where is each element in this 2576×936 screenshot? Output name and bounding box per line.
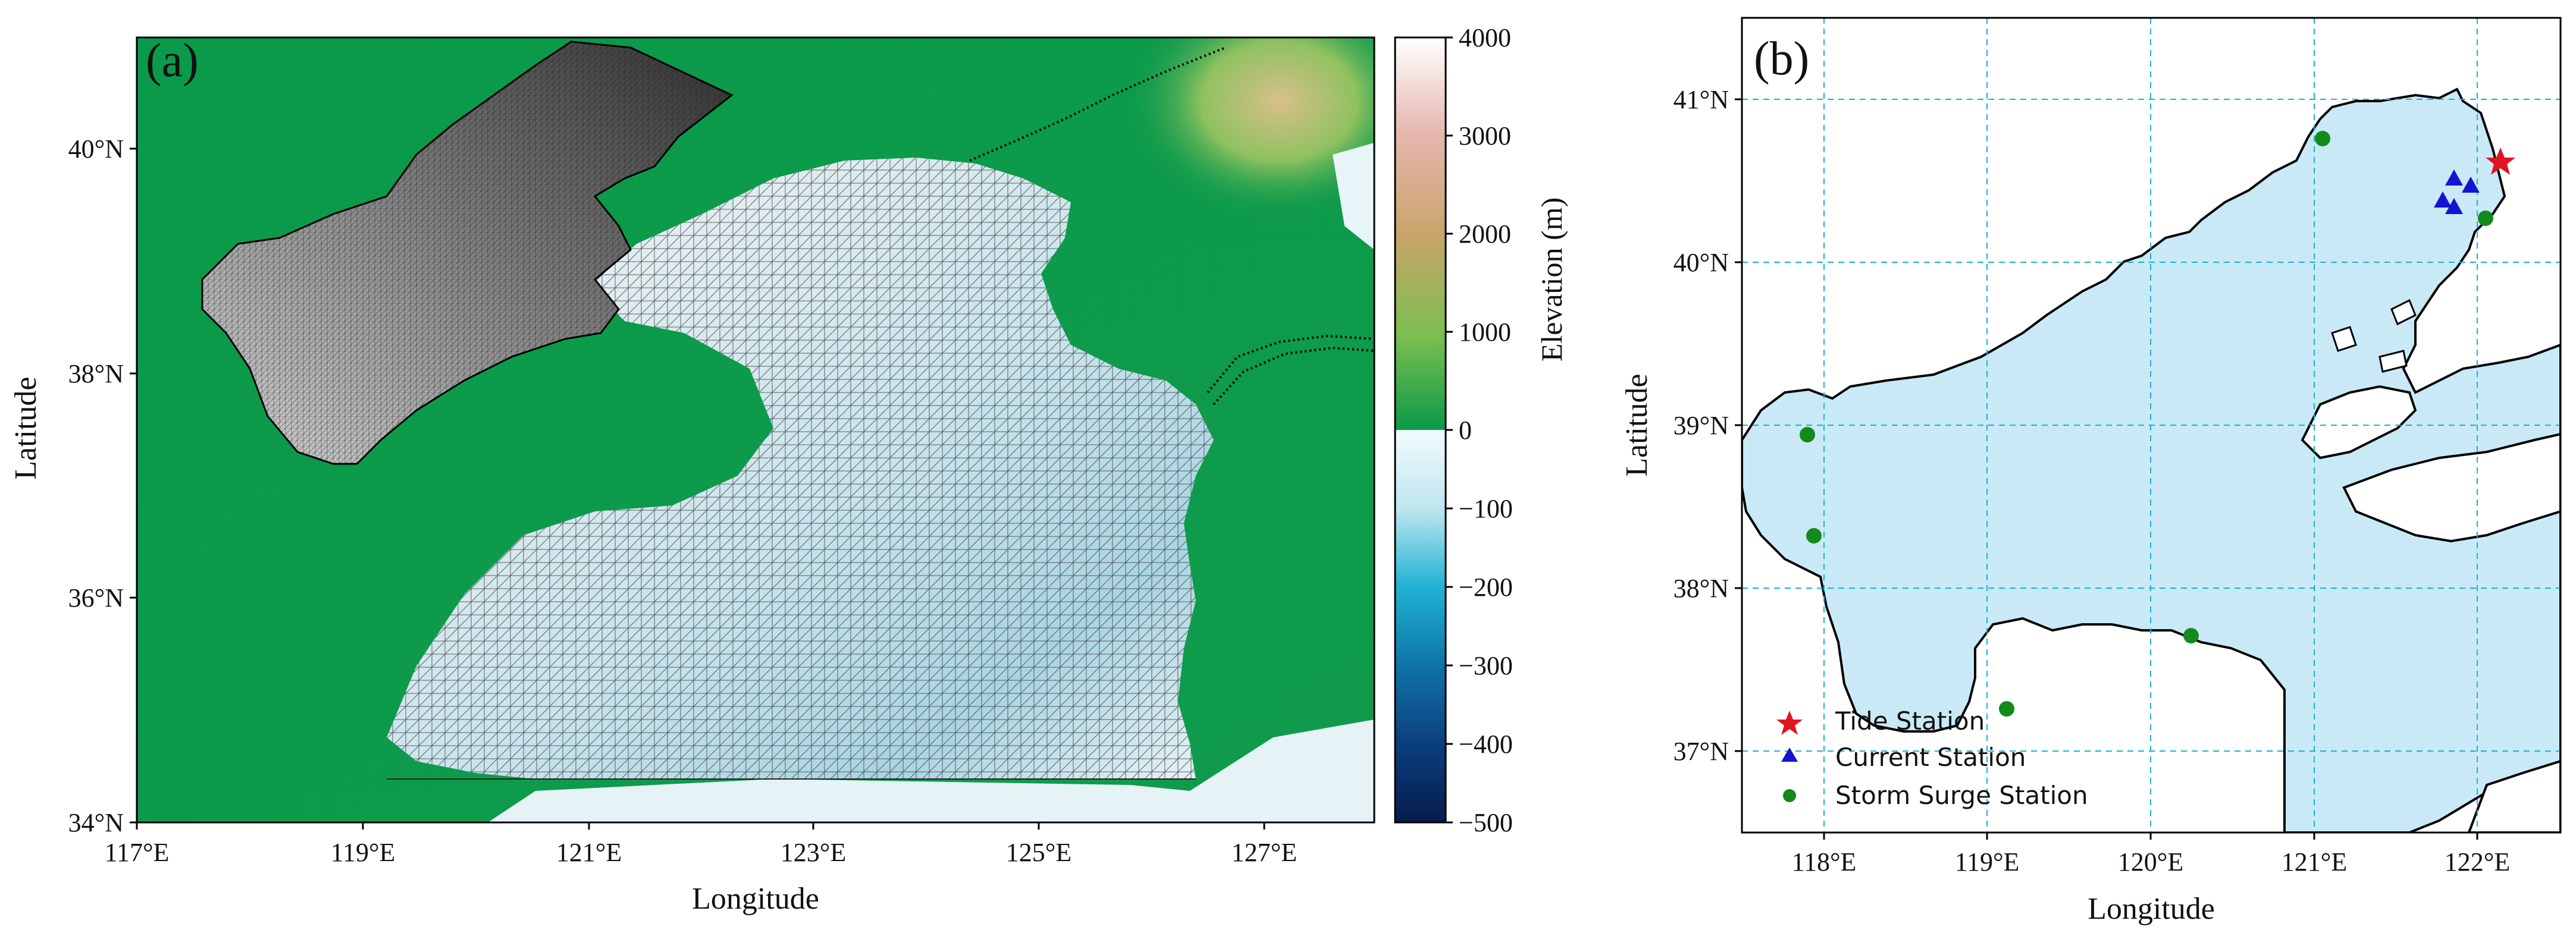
- colorbar-tick-label: −500: [1459, 808, 1513, 837]
- y-tick-label: 38°N: [68, 359, 124, 388]
- x-tick-label: 119°E: [331, 838, 396, 867]
- storm-surge-station-marker[interactable]: [2183, 628, 2199, 643]
- x-tick-label: 121°E: [556, 838, 622, 867]
- y-tick-label: 39°N: [1674, 411, 1729, 440]
- colorbar-tick-label: 2000: [1459, 219, 1511, 249]
- panel-a-frame: [136, 36, 1375, 824]
- y-tick-label: 36°N: [68, 583, 124, 613]
- current-station-marker[interactable]: [2445, 198, 2463, 214]
- x-tick-label: 117°E: [105, 838, 170, 867]
- x-tick-label: 118°E: [1792, 847, 1857, 877]
- panel-b-x-axis: 118°E 119°E 120°E 121°E 122°E Longitude: [1792, 833, 2510, 926]
- storm-surge-station-marker[interactable]: [2315, 131, 2330, 146]
- panel-a-label: (a): [146, 34, 199, 87]
- current-station-marker[interactable]: [2434, 191, 2452, 208]
- storm-surge-station-marker[interactable]: [1800, 427, 1815, 442]
- colorbar-tick-label: −300: [1459, 651, 1513, 680]
- storm-surge-station-marker[interactable]: [1806, 528, 1822, 544]
- panel-a-y-axis: 34°N 36°N 38°N 40°N Latitude: [9, 134, 137, 837]
- island-land: [2467, 759, 2561, 833]
- x-tick-label: 127°E: [1231, 838, 1297, 867]
- panel-a: (a) 117°E 119°E 121°E 123°E 125°E 127°E …: [9, 23, 1568, 916]
- bohai-coastline: [201, 40, 734, 465]
- panel-b-legend: Tide Station Current Station Storm Surge…: [1776, 706, 2088, 810]
- y-tick-label: 34°N: [68, 808, 124, 837]
- x-tick-label: 120°E: [2118, 847, 2183, 877]
- panel-a-map: [137, 37, 1374, 822]
- bohai-sea-mesh-lines: [202, 42, 732, 464]
- storm-surge-stations: [1800, 131, 2493, 717]
- x-axis-label: Longitude: [2088, 892, 2215, 926]
- panel-a-x-axis: 117°E 119°E 121°E 123°E 125°E 127°E Long…: [105, 822, 1297, 916]
- tide-stations: [2486, 147, 2515, 175]
- x-axis-label: Longitude: [692, 882, 819, 916]
- colorbar-gradient: [1394, 36, 1447, 824]
- colorbar-tick-label: 3000: [1459, 121, 1511, 150]
- island-land: [2331, 326, 2357, 352]
- y-tick-label: 40°N: [1674, 248, 1729, 277]
- island-land: [2390, 299, 2417, 326]
- x-tick-label: 121°E: [2282, 847, 2347, 877]
- panel-b-map: [1742, 18, 2561, 833]
- legend-tide-label: Tide Station: [1835, 706, 1985, 736]
- legend-current-marker: [1781, 747, 1798, 762]
- elevation-colorbar: 4000 3000 2000 1000 0 −100 −200 −300 −40…: [1394, 23, 1568, 837]
- y-tick-label: 38°N: [1674, 574, 1729, 603]
- dotted-boundary-east-1: [1206, 334, 1374, 394]
- panel-b-label: (b): [1754, 33, 1809, 85]
- storm-surge-station-marker[interactable]: [1999, 701, 2014, 717]
- legend-tide-marker: [1776, 711, 1803, 735]
- colorbar-tick-label: 4000: [1459, 23, 1511, 52]
- panel-b-grid: [1742, 18, 2561, 833]
- tide-station-marker[interactable]: [2486, 147, 2515, 175]
- legend-current-label: Current Station: [1835, 743, 2026, 772]
- yellow-sea-mesh-lines: [387, 158, 1214, 779]
- mountain-relief: [1124, 37, 1374, 220]
- colorbar-label: Elevation (m): [1535, 197, 1568, 362]
- x-tick-label: 123°E: [781, 838, 846, 867]
- current-station-marker[interactable]: [2445, 169, 2463, 186]
- x-tick-label: 125°E: [1006, 838, 1071, 867]
- panel-b-y-axis: 37°N 38°N 39°N 40°N 41°N Latitude: [1620, 85, 1742, 766]
- island-land: [2342, 432, 2561, 543]
- legend-storm-surge-marker: [1783, 789, 1796, 802]
- y-axis-label: Latitude: [9, 376, 43, 479]
- colorbar-tick-label: −400: [1459, 730, 1513, 759]
- open-sea-northeast: [1333, 143, 1374, 250]
- panel-b: (b) Tide Station Current Station Storm S…: [1620, 17, 2562, 926]
- colorbar-tick-label: 1000: [1459, 318, 1511, 347]
- current-stations: [2434, 169, 2480, 214]
- x-tick-label: 119°E: [1955, 847, 2020, 877]
- island-land: [2378, 350, 2408, 373]
- storm-surge-station-marker[interactable]: [2478, 211, 2493, 226]
- y-tick-label: 40°N: [68, 134, 124, 164]
- dotted-boundary-east-2: [1212, 346, 1374, 406]
- island-land: [2301, 385, 2417, 460]
- y-tick-label: 41°N: [1674, 85, 1729, 114]
- x-tick-label: 122°E: [2445, 847, 2510, 877]
- open-sea-south: [488, 720, 1374, 822]
- y-axis-label: Latitude: [1620, 373, 1654, 476]
- colorbar-tick-label: −200: [1459, 573, 1513, 602]
- y-tick-label: 37°N: [1674, 737, 1729, 766]
- colorbar-tick-label: −100: [1459, 494, 1513, 523]
- colorbar-tick-label: 0: [1459, 416, 1472, 445]
- current-station-marker[interactable]: [2462, 177, 2480, 193]
- legend-storm-surge-label: Storm Surge Station: [1835, 781, 2088, 810]
